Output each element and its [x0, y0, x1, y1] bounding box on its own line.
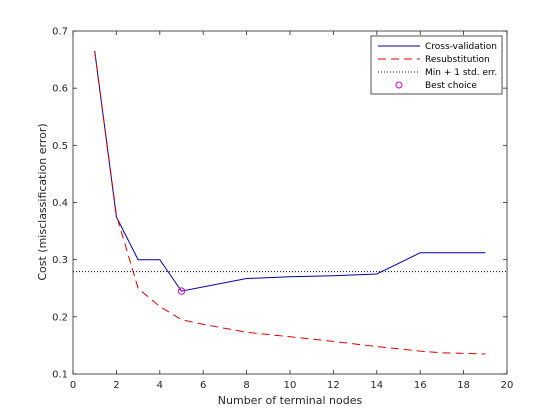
legend: Cross-validation Resubstitution Min + 1 st… [370, 35, 503, 95]
best-choice-marker [177, 287, 186, 295]
legend-swatch [395, 81, 403, 89]
y-tick-label: 0.6 [52, 84, 68, 95]
x-tick-label: 6 [200, 380, 206, 391]
axis-ticks [72, 30, 508, 375]
y-tick-label: 0.4 [52, 198, 68, 209]
y-tick-labels: 0.1 0.2 0.3 0.4 0.5 0.6 0.7 [52, 27, 68, 381]
x-tick-label: 0 [70, 380, 76, 391]
cross-validation-line [94, 50, 486, 292]
series-group [73, 50, 507, 355]
x-tick-label: 12 [327, 380, 340, 391]
y-axis-label: Cost (misclassification error) [36, 123, 49, 280]
x-tick-label: 10 [284, 380, 297, 391]
y-tick-label: 0.5 [52, 141, 68, 152]
x-tick-label: 20 [501, 380, 514, 391]
legend-label: Best choice [425, 81, 477, 91]
resubstitution-line [94, 50, 486, 355]
x-axis-label: Number of terminal nodes [218, 394, 363, 407]
x-tick-label: 14 [370, 380, 383, 391]
x-tick-label: 16 [414, 380, 427, 391]
legend-label: Resubstitution [425, 55, 490, 65]
y-tick-label: 0.7 [52, 27, 68, 38]
legend-label: Cross-validation [425, 42, 497, 52]
y-tick-label: 0.3 [52, 255, 68, 266]
y-tick-label: 0.1 [52, 370, 68, 381]
x-tick-label: 4 [157, 380, 163, 391]
x-tick-label: 8 [243, 380, 249, 391]
legend-label: Min + 1 std. err. [425, 68, 497, 78]
x-tick-label: 2 [113, 380, 119, 391]
x-tick-labels: 0 2 4 6 8 10 12 14 16 18 20 [70, 380, 514, 391]
x-tick-label: 18 [457, 380, 470, 391]
y-tick-label: 0.2 [52, 312, 68, 323]
